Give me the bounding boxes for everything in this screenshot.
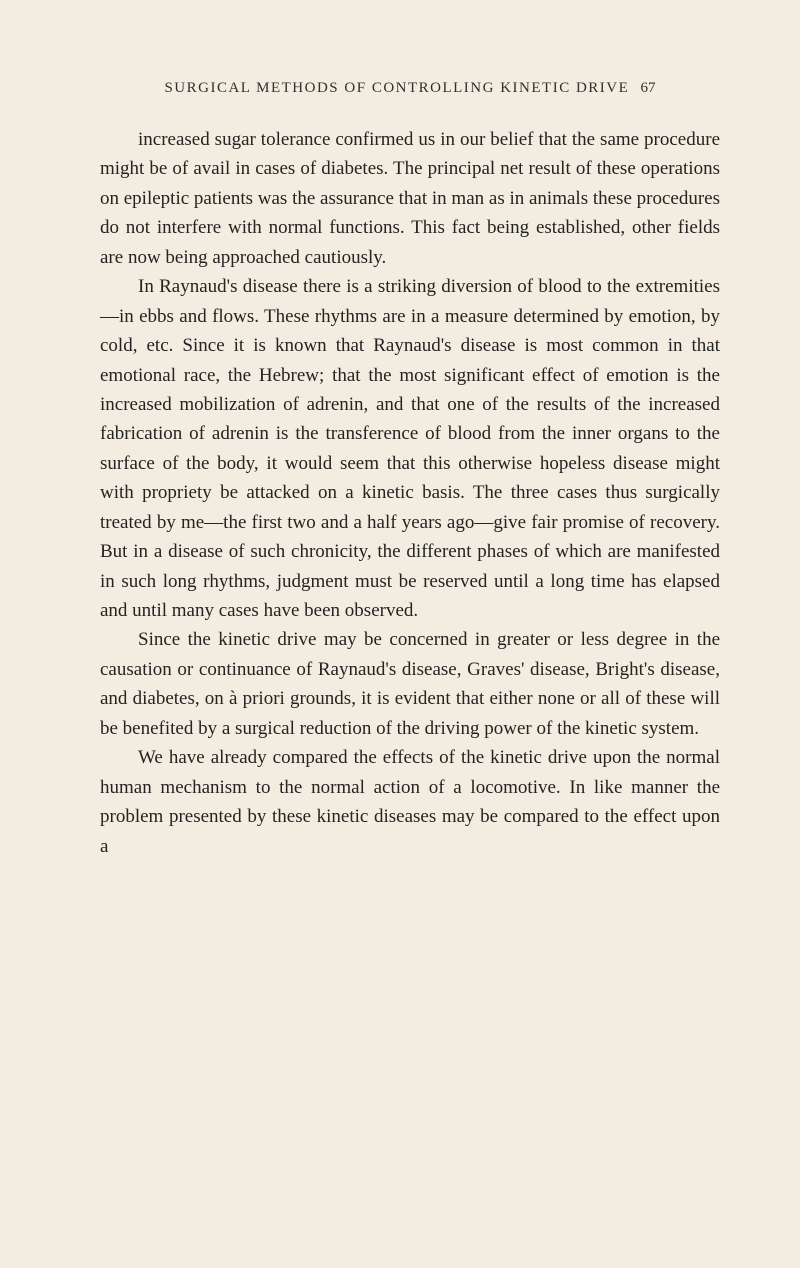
paragraph: Since the kinetic drive may be concerned…: [100, 625, 720, 743]
running-head-text: SURGICAL METHODS OF CONTROLLING KINETIC …: [164, 80, 629, 96]
paragraph: In Raynaud's disease there is a striking…: [100, 272, 720, 625]
running-head: SURGICAL METHODS OF CONTROLLING KINETIC …: [100, 80, 720, 97]
paragraph: We have already compared the effects of …: [100, 743, 720, 861]
page: SURGICAL METHODS OF CONTROLLING KINETIC …: [0, 0, 800, 1268]
body-text: increased sugar tolerance confirmed us i…: [100, 125, 720, 861]
paragraph: increased sugar tolerance confirmed us i…: [100, 125, 720, 272]
page-number: 67: [641, 80, 656, 96]
